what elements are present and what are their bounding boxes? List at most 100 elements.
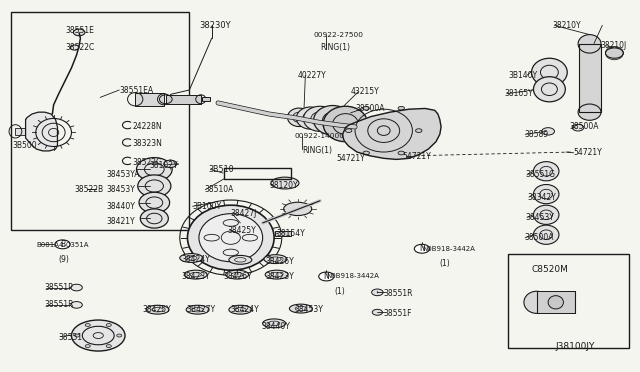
Text: 3B500: 3B500 (13, 141, 38, 150)
Circle shape (71, 284, 83, 291)
Text: 38102Y: 38102Y (149, 161, 178, 170)
Ellipse shape (265, 270, 288, 279)
Text: 43215Y: 43215Y (351, 87, 380, 96)
Circle shape (55, 240, 70, 249)
Text: (9): (9) (59, 255, 70, 264)
Text: 38551R: 38551R (384, 289, 413, 298)
Ellipse shape (229, 305, 252, 314)
Text: N0B918-3442A: N0B918-3442A (326, 273, 380, 279)
Ellipse shape (289, 304, 312, 313)
Ellipse shape (534, 225, 559, 244)
Circle shape (363, 151, 369, 155)
Text: 38426Y: 38426Y (223, 272, 252, 281)
Ellipse shape (314, 106, 352, 135)
FancyArrow shape (15, 128, 25, 135)
Text: 54721Y: 54721Y (573, 148, 602, 157)
Circle shape (414, 244, 429, 253)
Circle shape (372, 289, 383, 296)
Circle shape (346, 129, 352, 132)
Text: 38440Y: 38440Y (261, 322, 291, 331)
Text: 38551G: 38551G (525, 170, 555, 179)
Text: 38154Y: 38154Y (276, 230, 305, 238)
Text: (1): (1) (440, 259, 451, 268)
Text: 38425Y: 38425Y (228, 226, 257, 235)
Ellipse shape (532, 58, 567, 86)
Ellipse shape (524, 291, 549, 313)
Ellipse shape (534, 185, 559, 204)
Text: 38589: 38589 (524, 130, 548, 139)
Ellipse shape (534, 205, 559, 224)
Text: 38453Y: 38453Y (525, 213, 554, 222)
Circle shape (75, 334, 80, 337)
Ellipse shape (578, 35, 601, 53)
Text: 38165Y: 38165Y (505, 89, 534, 98)
Ellipse shape (534, 77, 565, 102)
Text: RING(1): RING(1) (320, 43, 350, 52)
Text: (1): (1) (334, 287, 345, 296)
Ellipse shape (186, 305, 209, 314)
Text: 24228N: 24228N (132, 122, 162, 131)
Circle shape (71, 302, 83, 308)
Ellipse shape (548, 296, 563, 309)
Circle shape (106, 344, 111, 347)
Text: 38551P: 38551P (45, 283, 74, 292)
Ellipse shape (136, 158, 172, 181)
Ellipse shape (146, 305, 169, 314)
Circle shape (372, 310, 383, 315)
Ellipse shape (139, 192, 170, 213)
Text: N0B918-3442A: N0B918-3442A (422, 246, 475, 252)
Text: 3B427Y: 3B427Y (186, 305, 215, 314)
Text: 38427J: 38427J (231, 209, 257, 218)
Ellipse shape (323, 106, 368, 142)
Ellipse shape (72, 320, 125, 351)
Circle shape (74, 29, 85, 36)
Circle shape (116, 334, 122, 337)
Circle shape (363, 106, 369, 110)
Bar (579, 44, 601, 112)
Text: B: B (60, 240, 65, 249)
Ellipse shape (284, 202, 312, 215)
Ellipse shape (578, 104, 601, 120)
Ellipse shape (271, 177, 299, 189)
Bar (166, 95, 201, 104)
Circle shape (70, 45, 79, 50)
Ellipse shape (180, 254, 203, 262)
Text: C8520M: C8520M (532, 264, 568, 273)
Circle shape (398, 106, 404, 110)
Text: 38500A: 38500A (524, 233, 554, 242)
Text: 00922-14000: 00922-14000 (294, 133, 344, 139)
Circle shape (164, 160, 177, 167)
Text: 38342Y: 38342Y (527, 193, 556, 202)
Ellipse shape (188, 205, 274, 270)
Ellipse shape (303, 106, 337, 131)
Text: 38421Y: 38421Y (106, 217, 135, 225)
Text: RING(1): RING(1) (302, 147, 332, 155)
Ellipse shape (229, 256, 252, 264)
Ellipse shape (226, 270, 248, 279)
Bar (202, 97, 210, 102)
Text: N: N (419, 244, 425, 253)
Text: 38323N: 38323N (132, 139, 162, 148)
Bar (508, 254, 629, 349)
Text: 38424Y: 38424Y (231, 305, 260, 314)
Text: 38551E: 38551E (65, 26, 94, 35)
Circle shape (106, 324, 111, 327)
Text: 38423Y: 38423Y (182, 272, 211, 281)
Bar (11, 13, 189, 230)
Text: 38551EA: 38551EA (119, 86, 154, 94)
Circle shape (85, 344, 90, 347)
Text: 38210Y: 38210Y (552, 21, 581, 30)
Text: 38500A: 38500A (570, 122, 599, 131)
Text: 38510A: 38510A (204, 185, 234, 194)
Text: 38453Y: 38453Y (294, 305, 323, 314)
Polygon shape (342, 109, 441, 160)
Circle shape (605, 48, 623, 58)
Text: 38551: 38551 (59, 333, 83, 342)
Ellipse shape (184, 270, 207, 279)
Bar (537, 291, 575, 313)
Text: J38100JY: J38100JY (556, 342, 595, 351)
Ellipse shape (296, 107, 324, 129)
Circle shape (572, 124, 584, 131)
Text: 38522C: 38522C (65, 43, 94, 52)
Text: 38425Y: 38425Y (143, 305, 172, 314)
